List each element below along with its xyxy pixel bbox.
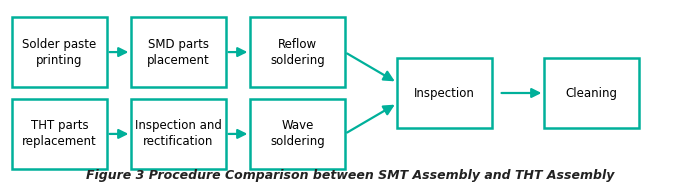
Text: Cleaning: Cleaning — [566, 86, 617, 100]
FancyBboxPatch shape — [545, 58, 638, 128]
FancyBboxPatch shape — [398, 58, 491, 128]
FancyBboxPatch shape — [251, 17, 344, 87]
FancyBboxPatch shape — [251, 99, 344, 169]
Text: Inspection: Inspection — [414, 86, 475, 100]
Text: Figure 3 Procedure Comparison between SMT Assembly and THT Assembly: Figure 3 Procedure Comparison between SM… — [86, 169, 614, 182]
Text: Solder paste
printing: Solder paste printing — [22, 38, 97, 67]
FancyBboxPatch shape — [13, 17, 107, 87]
Text: Wave
soldering: Wave soldering — [270, 119, 325, 148]
FancyBboxPatch shape — [13, 99, 107, 169]
FancyBboxPatch shape — [132, 99, 225, 169]
Text: SMD parts
placement: SMD parts placement — [147, 38, 210, 67]
Text: Reflow
soldering: Reflow soldering — [270, 38, 325, 67]
FancyBboxPatch shape — [132, 17, 225, 87]
Text: Inspection and
rectification: Inspection and rectification — [135, 119, 222, 148]
Text: THT parts
replacement: THT parts replacement — [22, 119, 97, 148]
